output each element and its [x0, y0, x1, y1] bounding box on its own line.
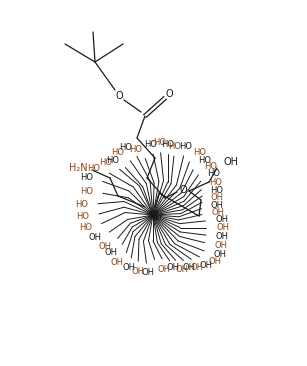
Text: OH: OH [167, 263, 180, 272]
Text: OH: OH [213, 250, 227, 259]
Text: OH: OH [123, 264, 136, 272]
Text: OH: OH [216, 215, 228, 224]
Text: HO: HO [99, 158, 112, 167]
Text: OH: OH [142, 269, 154, 277]
Text: O: O [115, 91, 123, 101]
Text: OH: OH [212, 208, 225, 217]
Text: HO: HO [106, 156, 119, 165]
Text: HO: HO [80, 187, 93, 196]
Text: HO: HO [198, 156, 211, 165]
Text: O: O [179, 185, 187, 195]
Text: HO: HO [209, 178, 222, 187]
Text: HO: HO [129, 145, 142, 154]
Text: HO: HO [169, 142, 181, 150]
Text: OH: OH [98, 242, 111, 251]
Text: OH: OH [200, 261, 212, 270]
Text: HO: HO [180, 142, 192, 151]
Text: HO: HO [193, 148, 206, 157]
Text: O: O [149, 210, 157, 220]
Text: HO: HO [161, 139, 174, 149]
Text: OH: OH [175, 265, 188, 274]
Text: HO: HO [75, 200, 88, 209]
Text: OH: OH [211, 201, 224, 210]
Text: HO: HO [80, 223, 92, 232]
Text: HO: HO [119, 143, 132, 152]
Text: OH: OH [208, 257, 221, 266]
Text: OH: OH [211, 193, 224, 202]
Text: O: O [165, 89, 173, 99]
Text: OH: OH [88, 234, 101, 242]
Text: HO: HO [204, 162, 217, 171]
Text: OH: OH [223, 157, 238, 167]
Text: OH: OH [104, 249, 117, 257]
Text: HO: HO [80, 173, 93, 183]
Text: OH: OH [182, 264, 195, 273]
Text: OH: OH [110, 258, 123, 267]
Text: HO: HO [87, 164, 101, 173]
Text: OH: OH [214, 240, 227, 250]
Text: OH: OH [216, 232, 229, 241]
Text: OH: OH [131, 267, 144, 276]
Text: OH: OH [216, 223, 229, 232]
Text: OH: OH [158, 265, 171, 274]
Text: H₂N: H₂N [69, 163, 88, 173]
Text: OH: OH [191, 263, 204, 272]
Text: HO: HO [207, 169, 220, 178]
Text: HO: HO [111, 148, 125, 157]
Text: HO: HO [145, 140, 157, 149]
Text: HO: HO [153, 138, 166, 147]
Text: HO: HO [76, 212, 89, 221]
Text: HO: HO [210, 186, 223, 195]
